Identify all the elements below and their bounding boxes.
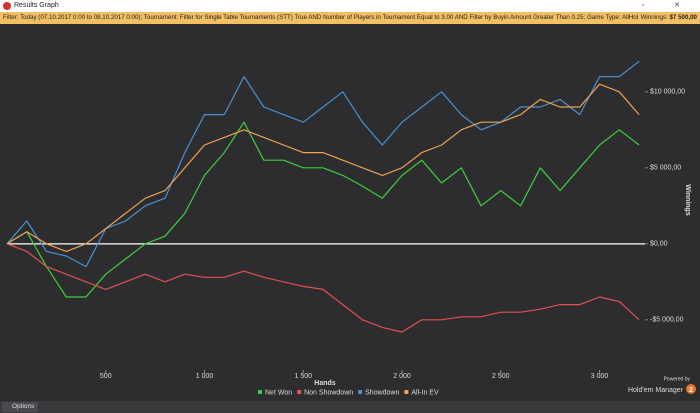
x-tick-label: 1 500 — [295, 373, 313, 380]
x-tick-label: 3 000 — [591, 373, 609, 380]
legend-label: Net Won — [265, 389, 292, 396]
legend-swatch — [297, 390, 302, 394]
legend-label: Non Showdown — [304, 389, 353, 396]
legend-label: All-In EV — [411, 389, 439, 396]
series-line — [6, 121, 640, 298]
brand-badge: 2 — [689, 387, 693, 394]
powered-by: Powered by — [664, 376, 691, 382]
filter-text: Filter: Today (07.10.2017 0:00 to 08.10.… — [3, 14, 651, 21]
x-tick-label: 2 500 — [492, 373, 510, 380]
bottom-bar: Options — [0, 401, 700, 413]
brand: Hold'em Manager — [628, 387, 684, 394]
y-tick-label: $0,00 — [650, 241, 668, 248]
x-tick-label: 1 000 — [196, 373, 214, 380]
title-bar: Results Graph ▫ ✕ — [0, 0, 700, 12]
series-line — [6, 83, 640, 252]
y-axis-title: Winnings — [684, 184, 691, 216]
filter-bar: Filter: Today (07.10.2017 0:00 to 08.10.… — [0, 12, 700, 24]
series-line — [6, 60, 640, 268]
y-tick-label: $10 000,00 — [650, 89, 685, 96]
winnings: Winnings: $7 500,00 — [637, 12, 697, 24]
window-title: Results Graph — [14, 2, 59, 9]
options-button[interactable]: Options — [2, 402, 39, 412]
series-line — [6, 243, 640, 333]
legend-swatch — [258, 390, 262, 394]
app-icon — [3, 2, 11, 10]
window-controls[interactable]: ▫ ✕ — [641, 2, 694, 9]
winnings-value: $7 500,00 — [669, 14, 697, 21]
x-axis-title: Hands — [314, 380, 336, 387]
brand-badge-bg — [686, 384, 696, 394]
y-tick-label: $5 000,00 — [650, 165, 681, 172]
y-tick-label: -$5 000,00 — [650, 317, 684, 324]
chart: Hands Winnings Powered by Hold'em Manage… — [6, 60, 696, 396]
legend-swatch — [404, 390, 409, 394]
winnings-label: Winnings: — [640, 14, 668, 21]
legend-label: Showdown — [365, 389, 399, 396]
x-tick-label: 2 000 — [393, 373, 411, 380]
x-tick-label: 500 — [100, 373, 112, 380]
legend-swatch — [358, 390, 363, 394]
